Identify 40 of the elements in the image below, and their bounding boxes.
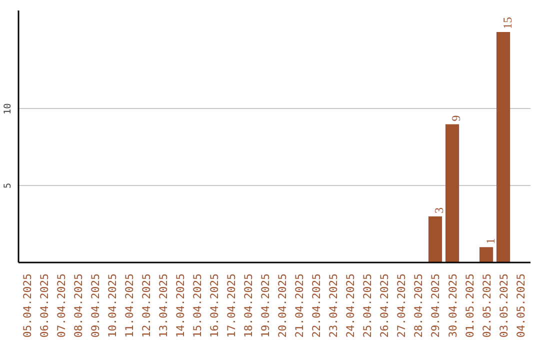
y-tick-label: 5 [2, 182, 14, 188]
x-tick-label: 29.04.2025 [429, 274, 442, 338]
bar [496, 32, 510, 262]
bar [445, 124, 460, 262]
x-tick-label: 28.04.2025 [412, 274, 426, 338]
x-tick-label: 26.04.2025 [378, 274, 392, 338]
x-tick-label: 12.04.2025 [140, 274, 154, 338]
x-tick-label: 24.04.2025 [344, 274, 358, 338]
x-tick-label: 07.04.2025 [55, 274, 68, 338]
x-tick-label: 01.05.2025 [463, 274, 476, 338]
x-tick-label: 09.04.2025 [89, 274, 102, 338]
y-tick-label: 10 [2, 102, 14, 114]
x-tick-label: 15.04.2025 [191, 274, 204, 338]
data-label: 9 [449, 115, 464, 122]
x-tick-label: 10.04.2025 [106, 274, 120, 338]
data-label: 3 [432, 207, 446, 214]
data-label: 1 [483, 238, 498, 244]
data-label: 15 [500, 17, 514, 30]
x-tick-label: 20.04.2025 [276, 274, 290, 338]
x-tick-label: 11.04.2025 [123, 274, 136, 338]
x-tick-label: 02.05.2025 [480, 274, 494, 338]
x-tick-label: 30.04.2025 [446, 274, 460, 338]
x-tick-label: 08.04.2025 [72, 274, 86, 338]
x-tick-label: 16.04.2025 [208, 274, 222, 338]
x-tick-label: 22.04.2025 [310, 274, 324, 338]
x-tick-label: 23.04.2025 [327, 274, 340, 338]
x-tick-label: 18.04.2025 [242, 274, 256, 338]
bar [479, 247, 494, 262]
x-tick-label: 06.04.2025 [38, 274, 52, 338]
x-tick-label: 25.04.2025 [361, 274, 374, 338]
x-tick-label: 21.04.2025 [293, 274, 306, 338]
x-tick-label: 05.04.2025 [21, 274, 34, 338]
bar [428, 216, 442, 262]
x-tick-label: 13.04.2025 [157, 274, 170, 338]
x-tick-label: 04.05.2025 [514, 274, 528, 338]
x-tick-label: 03.05.2025 [497, 274, 510, 338]
x-tick-label: 14.04.2025 [174, 274, 188, 338]
x-tick-label: 17.04.2025 [225, 274, 238, 338]
x-tick-label: 27.04.2025 [395, 274, 408, 338]
x-tick-label: 19.04.2025 [259, 274, 272, 338]
